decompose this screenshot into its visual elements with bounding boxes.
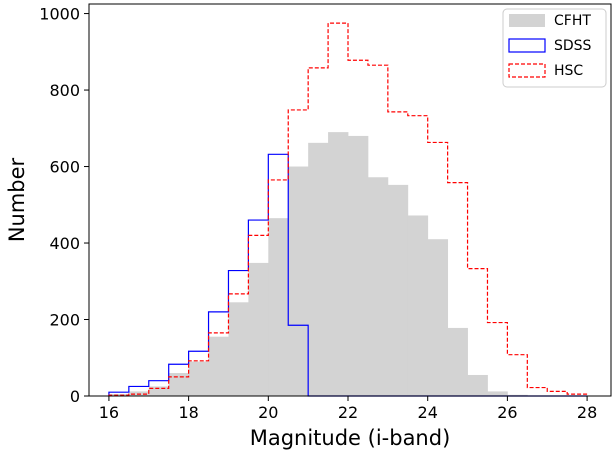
cfht-bar (487, 391, 508, 396)
legend-label-sdss: SDSS (554, 38, 592, 54)
cfht-bar (328, 132, 349, 397)
cfht-bar (308, 142, 329, 396)
x-tick-label: 22 (338, 403, 358, 422)
cfht-bar (248, 262, 269, 396)
cfht-bar (387, 184, 409, 396)
x-tick-label: 20 (258, 403, 278, 422)
hsc-step-line (108, 22, 588, 396)
cfht-bar (288, 166, 309, 396)
legend-frame (502, 8, 607, 88)
x-tick-label: 28 (577, 403, 597, 422)
y-tick-label: 1000 (39, 5, 80, 24)
cfht-bar (228, 302, 249, 396)
legend-swatch-cfht (509, 14, 545, 27)
y-tick-label: 0 (70, 387, 80, 406)
y-axis-label: Number (5, 157, 29, 242)
cfht-bar (348, 135, 369, 396)
x-tick-label: 26 (497, 403, 517, 422)
legend-label-cfht: CFHT (554, 13, 591, 29)
legend-swatch-hsc (508, 63, 546, 78)
cfht-bar (108, 394, 130, 396)
legend: CFHT SDSS HSC (502, 8, 607, 88)
axes-frame (88, 3, 612, 397)
cfht-bar (367, 177, 389, 396)
cfht-bar (467, 374, 488, 396)
x-tick-label: 18 (178, 403, 198, 422)
cfht-bar (407, 215, 429, 396)
cfht-bar (447, 327, 468, 396)
x-tick-label: 24 (418, 403, 438, 422)
x-axis-label: Magnitude (i-band) (250, 426, 451, 450)
cfht-bar (188, 361, 209, 396)
legend-items: CFHT SDSS HSC (508, 13, 592, 79)
cfht-bar (168, 373, 190, 396)
y-axis-ticks: 0 200 400 600 800 1000 (39, 5, 89, 406)
legend-label-hsc: HSC (554, 63, 583, 79)
cfht-bar (148, 386, 170, 396)
cfht-bar (208, 336, 229, 396)
legend-swatch-sdss (508, 38, 546, 53)
y-tick-label: 800 (49, 81, 80, 100)
y-tick-label: 400 (49, 234, 80, 253)
cfht-bar (268, 218, 289, 396)
y-tick-label: 600 (49, 158, 80, 177)
cfht-bar (427, 239, 449, 396)
x-axis-ticks: 16 18 20 22 24 26 28 (99, 396, 597, 422)
plot-area (108, 22, 588, 397)
y-tick-label: 200 (49, 311, 80, 330)
x-tick-label: 16 (99, 403, 119, 422)
